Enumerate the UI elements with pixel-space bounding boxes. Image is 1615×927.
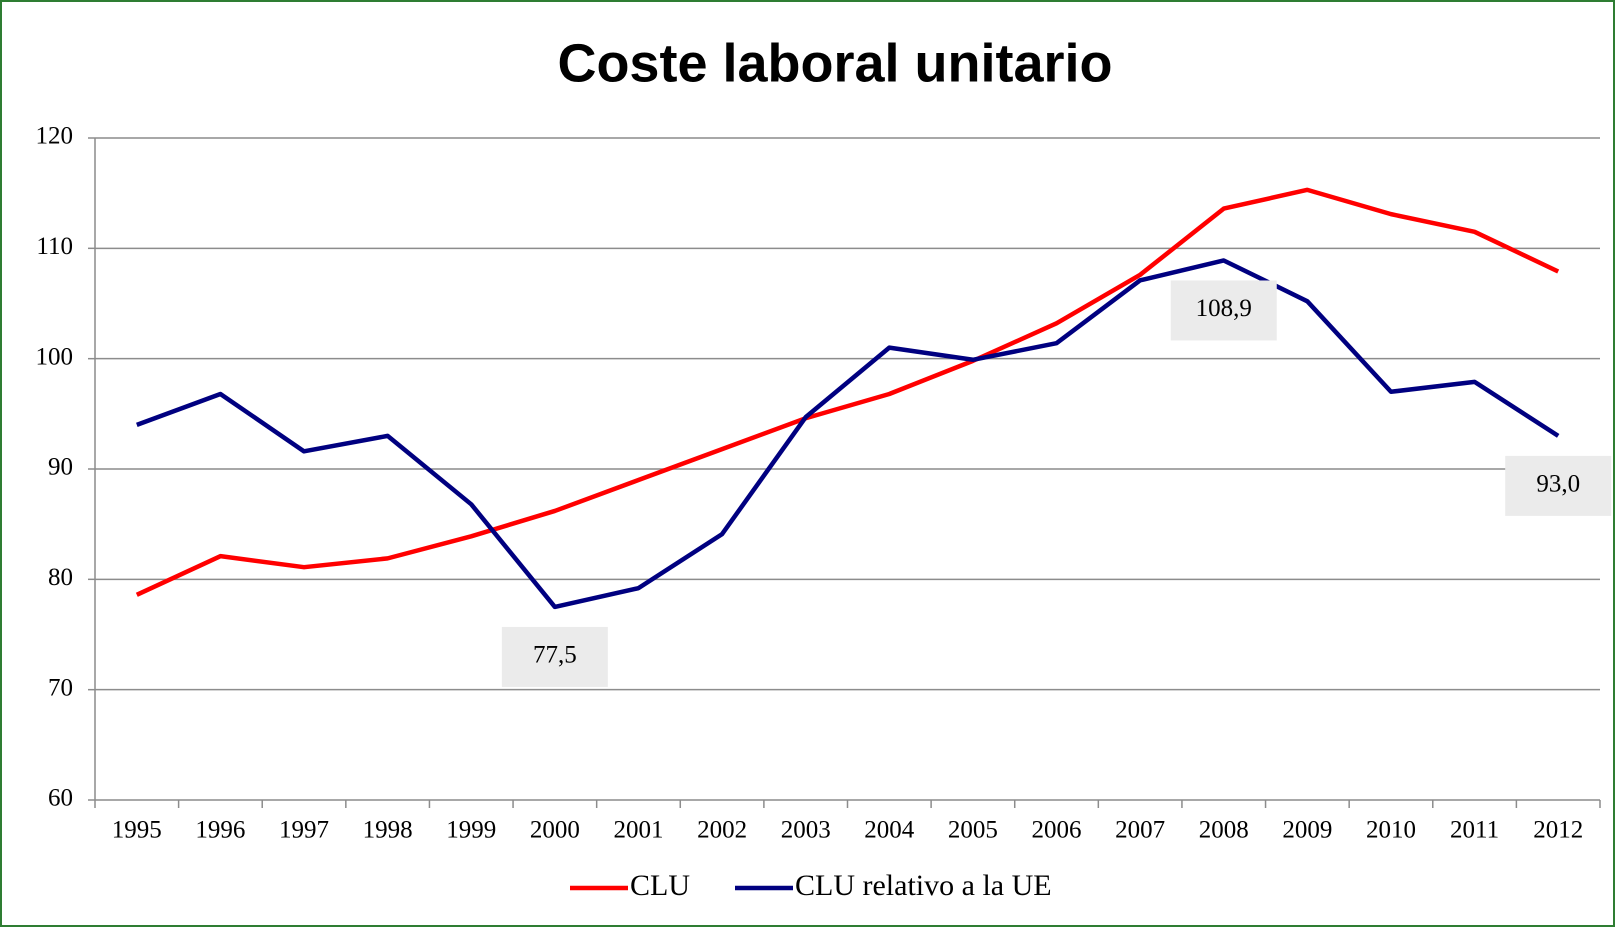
data-label-box <box>501 626 608 687</box>
data-label-box <box>1170 280 1277 341</box>
x-tick-label: 2009 <box>1282 817 1332 844</box>
x-tick-label: 2012 <box>1533 817 1583 844</box>
data-label: 108,9 <box>1196 295 1252 322</box>
data-label-box <box>1505 455 1612 516</box>
series-line <box>136 258 1560 610</box>
x-tick-label: 1997 <box>279 817 329 844</box>
data-label: 77,5 <box>533 642 577 669</box>
x-tick-label: 2000 <box>530 817 580 844</box>
y-tick-label: 100 <box>36 343 74 370</box>
chart-title: Coste laboral unitario <box>557 33 1112 93</box>
x-tick-label: 2003 <box>781 817 831 844</box>
x-tick-label: 2011 <box>1450 817 1499 844</box>
x-tick-label: 1999 <box>446 817 496 844</box>
x-tick-label: 2002 <box>697 817 747 844</box>
x-tick-label: 2001 <box>613 817 663 844</box>
x-tick-label: 2006 <box>1032 817 1082 844</box>
y-tick-label: 80 <box>48 564 73 591</box>
y-tick-label: 60 <box>48 785 73 812</box>
x-tick-label: 2007 <box>1115 817 1165 844</box>
x-tick-label: 2008 <box>1199 817 1249 844</box>
y-tick-label: 90 <box>48 454 73 481</box>
x-tick-label: 1998 <box>363 817 413 844</box>
x-tick-label: 1995 <box>112 817 162 844</box>
x-tick-label: 2005 <box>948 817 998 844</box>
y-tick-label: 110 <box>36 233 73 260</box>
data-label: 93,0 <box>1536 471 1580 498</box>
x-tick-label: 2004 <box>864 817 915 844</box>
series-line <box>135 187 1560 597</box>
legend-label: CLU relativo a la UE <box>795 869 1052 902</box>
legend-label: CLU <box>630 869 690 902</box>
x-tick-label: 1996 <box>195 817 245 844</box>
x-tick-label: 2010 <box>1366 817 1416 844</box>
y-tick-label: 120 <box>36 123 74 150</box>
y-tick-label: 70 <box>48 674 73 701</box>
